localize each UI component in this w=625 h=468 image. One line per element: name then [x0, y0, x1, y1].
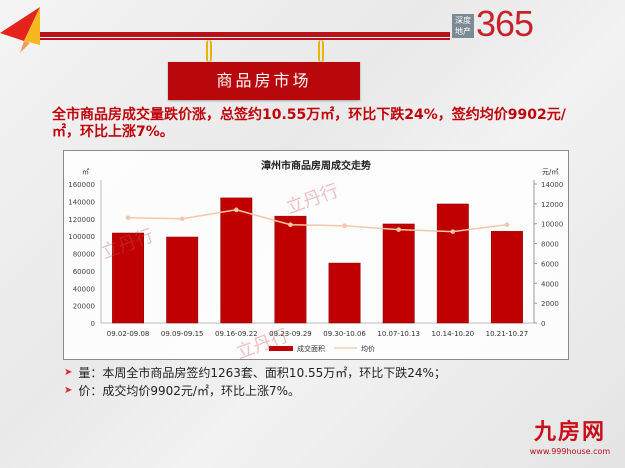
- paper-plane-icon: [0, 7, 40, 53]
- x-tick-label: 09.02-09.08: [107, 330, 150, 338]
- section-banner: 商品房市场: [168, 62, 360, 100]
- arrow-bullet-icon: ➤: [64, 385, 73, 396]
- 999house-logo: 九房网 www.999house.com: [520, 420, 620, 464]
- left-tick-label: 80000: [73, 251, 95, 259]
- avg-price-point: [234, 207, 239, 213]
- bar-10.07-10.13: [382, 223, 415, 324]
- avg-price-point: [342, 223, 347, 228]
- right-tick-label: 12000: [541, 201, 563, 209]
- logo-box: 深度 地产: [452, 14, 474, 38]
- avg-price-point: [450, 229, 456, 234]
- avg-price-point: [504, 222, 510, 227]
- bar-09.30-10.06: [328, 262, 361, 324]
- legend-bar-label: 成交面积: [297, 344, 325, 353]
- bar-09.16-09.22: [220, 197, 253, 324]
- left-tick-label: 60000: [73, 268, 95, 276]
- x-tick-label: 09.23-09.29: [269, 330, 312, 338]
- chart-title: 漳州市商品房周成交走势: [261, 161, 371, 172]
- left-tick-label: 0: [91, 320, 95, 328]
- x-tick-label: 10.07-10.13: [377, 330, 420, 338]
- right-tick-label: 14000: [541, 181, 563, 189]
- bar-09.09-09.15: [166, 236, 199, 324]
- x-tick-label: 10.14-10.20: [432, 330, 475, 338]
- logo-number: 365: [476, 3, 534, 44]
- avg-price-point: [179, 216, 185, 222]
- legend-line-label: 均价: [361, 344, 375, 353]
- legend-bar-swatch: [269, 346, 293, 351]
- left-tick-label: 140000: [68, 198, 95, 206]
- headline-summary: 全市商品房成交量跌价涨，总签约10.55万㎡，环比下跌24%，签约均价9902元…: [52, 107, 566, 140]
- avg-price-line: [128, 209, 508, 233]
- left-tick-label: 160000: [68, 181, 95, 189]
- x-tick-label: 09.16-09.22: [215, 330, 258, 338]
- right-tick-label: 8000: [541, 241, 559, 249]
- right-tick-label: 6000: [541, 260, 559, 268]
- bar-09.02-09.08: [112, 232, 145, 324]
- avg-price-point: [396, 227, 401, 232]
- arrow-bullet-icon: ➤: [64, 367, 73, 378]
- bar-09.23-09.29: [274, 215, 307, 324]
- right-tick-label: 0: [541, 320, 545, 328]
- hook-left: [206, 40, 212, 64]
- left-tick-label: 20000: [73, 303, 95, 311]
- shendu-dichan-365-logo: 深度 地产 365: [452, 3, 622, 44]
- x-tick-label: 10.21-10.27: [486, 330, 529, 338]
- bar-10.14-10.20: [436, 203, 469, 324]
- bullet-volume: ➤ 量：本周全市商品房签约1263套、面积10.55万㎡，环比下跌24%；: [64, 366, 446, 380]
- top-bar-rule: [40, 32, 450, 41]
- bullet-price: ➤ 价：成交均价9902元/㎡，环比上涨7%。: [64, 384, 301, 398]
- brand-url: www.999house.com: [529, 447, 611, 456]
- bullet-list: ➤ 量：本周全市商品房签约1263套、面积10.55万㎡，环比下跌24%； ➤ …: [64, 364, 446, 400]
- right-axis-unit: 元/㎡: [542, 168, 558, 176]
- brand-name: 九房网: [533, 420, 606, 445]
- left-tick-label: 120000: [68, 216, 95, 224]
- right-tick-label: 4000: [541, 280, 559, 288]
- left-tick-label: 100000: [68, 233, 95, 241]
- x-tick-label: 09.09-09.15: [161, 330, 204, 338]
- avg-price-point: [125, 215, 131, 221]
- x-tick-label: 09.30-10.06: [323, 330, 366, 338]
- avg-price-point: [288, 222, 293, 228]
- right-tick-label: 2000: [541, 300, 559, 308]
- bar-10.21-10.27: [490, 231, 523, 324]
- hook-right: [318, 40, 324, 64]
- right-tick-label: 10000: [541, 221, 563, 229]
- left-tick-label: 40000: [73, 285, 95, 293]
- left-axis-unit: ㎡: [82, 168, 89, 176]
